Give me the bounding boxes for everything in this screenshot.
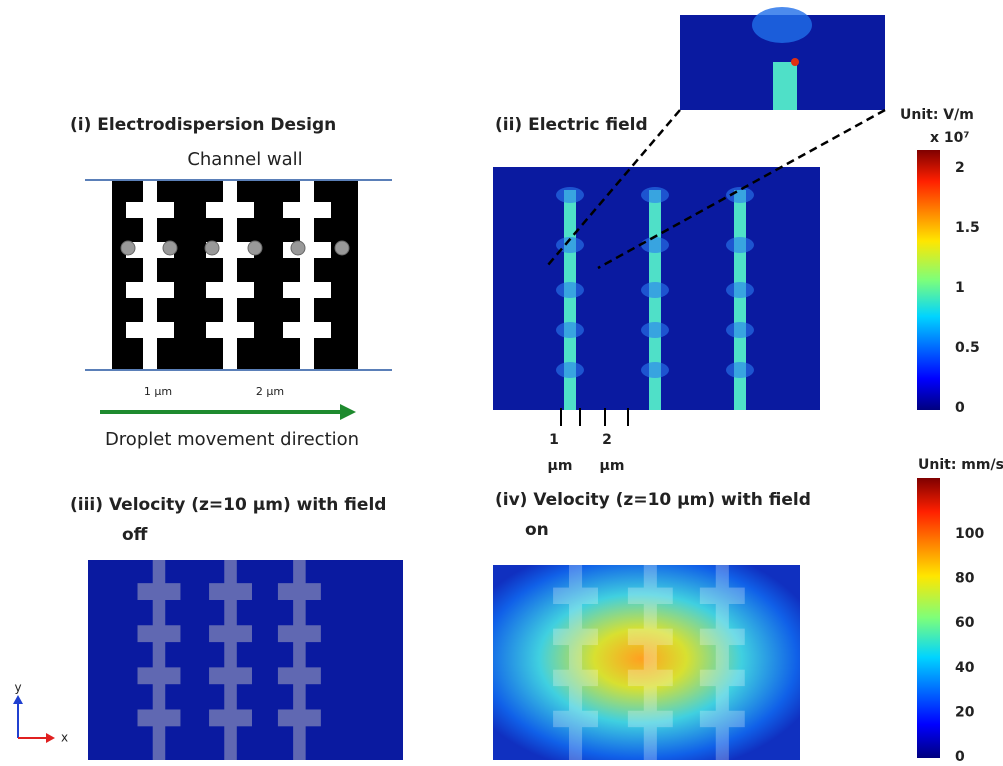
finger — [283, 242, 331, 258]
colorbar-unit: Unit: V/m — [900, 107, 974, 123]
colorbar-tick-label: 80 — [955, 571, 975, 587]
hotspot — [791, 58, 799, 66]
panel-title: (ii) Electric field — [495, 115, 648, 135]
finger — [278, 709, 321, 726]
finger — [138, 667, 181, 684]
colorbar-tick-label: 60 — [955, 615, 975, 631]
axis-label: y — [14, 681, 21, 695]
field-glow — [726, 362, 754, 378]
finger — [628, 711, 673, 727]
colorbar-scale: x 10⁷ — [930, 130, 970, 146]
finger — [628, 670, 673, 686]
finger — [126, 202, 174, 218]
finger — [209, 709, 252, 726]
colorbar — [917, 478, 940, 758]
finger — [628, 629, 673, 645]
gap-label: 2 — [602, 432, 612, 448]
finger — [138, 625, 181, 642]
colorbar-tick-label: 2 — [955, 160, 965, 176]
finger — [209, 583, 252, 600]
droplet — [335, 241, 349, 255]
arrow-head — [340, 404, 356, 420]
field-glow — [641, 322, 669, 338]
finger — [138, 709, 181, 726]
field-glow — [726, 282, 754, 298]
finger — [283, 282, 331, 298]
finger — [209, 667, 252, 684]
droplet — [248, 241, 262, 255]
colorbar — [917, 150, 940, 410]
field-glow — [641, 362, 669, 378]
gap-label: µm — [548, 458, 573, 474]
finger — [278, 667, 321, 684]
colorbar-tick-label: 1.5 — [955, 220, 980, 236]
finger — [553, 670, 598, 686]
field-glow — [556, 187, 584, 203]
structure-overlay — [138, 560, 321, 760]
droplet — [291, 241, 305, 255]
gap-label: 1 µm — [144, 385, 172, 398]
inset-bar — [773, 62, 797, 110]
label: Channel wall — [187, 149, 302, 170]
colorbar-tick-label: 0 — [955, 749, 965, 765]
finger — [553, 588, 598, 604]
label: Droplet movement direction — [105, 429, 359, 450]
field-glow — [726, 322, 754, 338]
colorbar-tick-label: 100 — [955, 526, 984, 542]
gap-label: 2 µm — [256, 385, 284, 398]
panel-title: on — [525, 520, 549, 540]
panel-title: off — [122, 525, 148, 545]
field-glow — [641, 282, 669, 298]
field-glow — [556, 282, 584, 298]
gap-label: µm — [600, 458, 625, 474]
field-glow — [726, 237, 754, 253]
field-glow — [641, 237, 669, 253]
finger — [628, 588, 673, 604]
panel-title: (iv) Velocity (z=10 µm) with field — [495, 490, 811, 510]
field-glow — [556, 362, 584, 378]
finger — [278, 625, 321, 642]
colorbar-tick-label: 40 — [955, 660, 975, 676]
channels — [126, 180, 331, 370]
inset-glow — [752, 7, 812, 43]
axis-label: x — [61, 731, 68, 745]
colorbar-unit: Unit: mm/s — [918, 457, 1003, 473]
finger — [700, 588, 745, 604]
finger — [206, 202, 254, 218]
colorbar-tick-label: 0.5 — [955, 340, 980, 356]
panel-title: (iii) Velocity (z=10 µm) with field — [70, 495, 386, 515]
finger — [209, 625, 252, 642]
finger — [206, 322, 254, 338]
droplet — [121, 241, 135, 255]
finger — [278, 583, 321, 600]
finger — [206, 282, 254, 298]
field-glow — [641, 187, 669, 203]
field-glow — [556, 322, 584, 338]
axis-arrow — [46, 733, 55, 743]
colorbar-tick-label: 20 — [955, 704, 975, 720]
structure-overlay — [553, 565, 745, 760]
finger — [283, 202, 331, 218]
figure: (i) Electrodispersion Design Channel wal… — [0, 0, 1003, 766]
axis-arrow — [13, 695, 23, 704]
finger — [283, 322, 331, 338]
panel-title: (i) Electrodispersion Design — [70, 115, 336, 135]
droplet — [205, 241, 219, 255]
finger — [553, 629, 598, 645]
finger — [126, 282, 174, 298]
finger — [126, 322, 174, 338]
finger — [700, 711, 745, 727]
finger — [700, 670, 745, 686]
finger — [700, 629, 745, 645]
colorbar-tick-label: 1 — [955, 280, 965, 296]
gap-label: 1 — [549, 432, 559, 448]
colorbar-tick-label: 0 — [955, 400, 965, 416]
finger — [138, 583, 181, 600]
droplet — [163, 241, 177, 255]
finger — [553, 711, 598, 727]
